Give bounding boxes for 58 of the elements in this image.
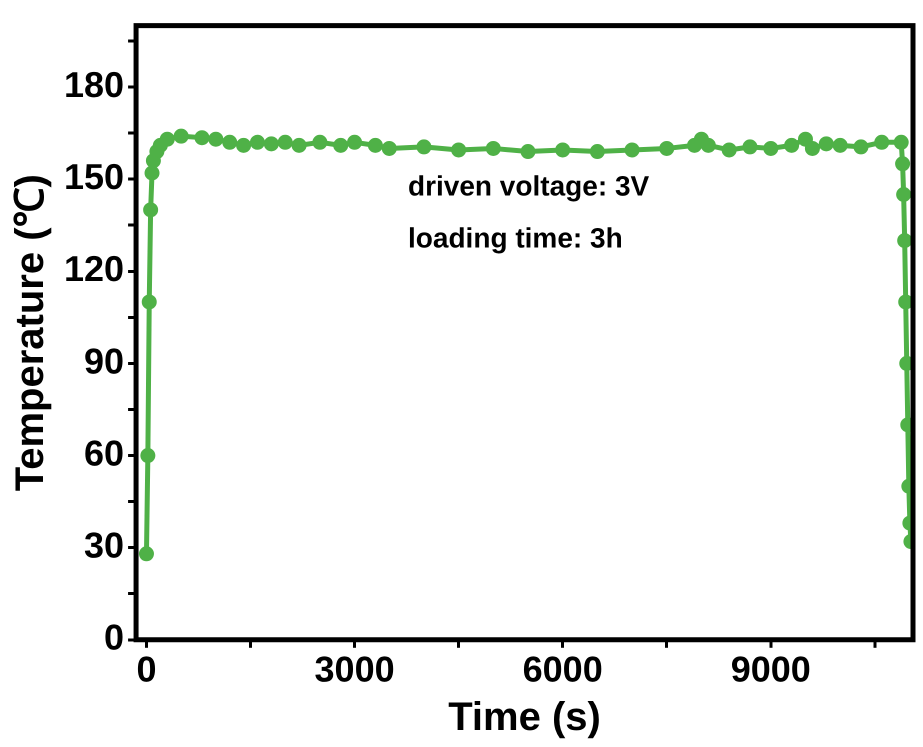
annotation: driven voltage: 3V: [408, 170, 650, 202]
point: [853, 139, 868, 154]
point: [486, 140, 501, 156]
x-tick-label: 3000: [314, 648, 395, 690]
point: [208, 132, 224, 147]
point: [520, 144, 536, 160]
point: [278, 134, 293, 150]
point: [250, 134, 265, 150]
point: [590, 144, 605, 160]
point: [784, 138, 800, 153]
x-tick-label: 9000: [730, 648, 811, 690]
point: [140, 448, 156, 464]
point: [555, 142, 570, 158]
annotation: loading time: 3h: [408, 222, 623, 254]
point: [763, 140, 778, 156]
y-tick-label: 30: [84, 524, 124, 566]
point: [174, 128, 189, 144]
point: [818, 136, 834, 152]
point: [897, 233, 912, 248]
point: [264, 136, 279, 152]
point: [143, 202, 158, 218]
point: [142, 294, 157, 310]
point: [333, 138, 348, 153]
point: [138, 546, 154, 562]
point: [624, 142, 640, 158]
point: [451, 142, 466, 158]
point: [700, 138, 716, 153]
y-tick-label: 120: [64, 248, 124, 290]
point: [236, 138, 252, 153]
point: [832, 138, 848, 153]
point: [416, 139, 432, 154]
point: [798, 132, 813, 147]
point: [222, 134, 238, 150]
point: [194, 130, 210, 146]
point: [742, 139, 758, 154]
y-axis-title: Temperature (℃): [8, 174, 52, 492]
point: [659, 140, 674, 156]
x-tick-label: 0: [136, 648, 156, 690]
point: [144, 166, 160, 181]
point: [382, 140, 397, 156]
point: [160, 132, 175, 147]
y-tick-label: 150: [64, 156, 124, 198]
point: [804, 140, 820, 156]
point: [292, 138, 307, 153]
point: [895, 156, 910, 172]
point: [874, 134, 890, 150]
point: [368, 138, 383, 153]
point: [722, 142, 737, 158]
y-tick-label: 0: [104, 616, 124, 658]
point: [896, 187, 912, 202]
point: [894, 134, 909, 150]
point: [347, 134, 362, 150]
x-axis-title: Time (s): [448, 695, 601, 740]
point: [312, 134, 328, 150]
y-tick-label: 60: [84, 432, 124, 474]
y-tick-label: 180: [64, 64, 124, 105]
y-tick-label: 90: [84, 340, 124, 382]
x-tick-label: 6000: [522, 648, 603, 690]
